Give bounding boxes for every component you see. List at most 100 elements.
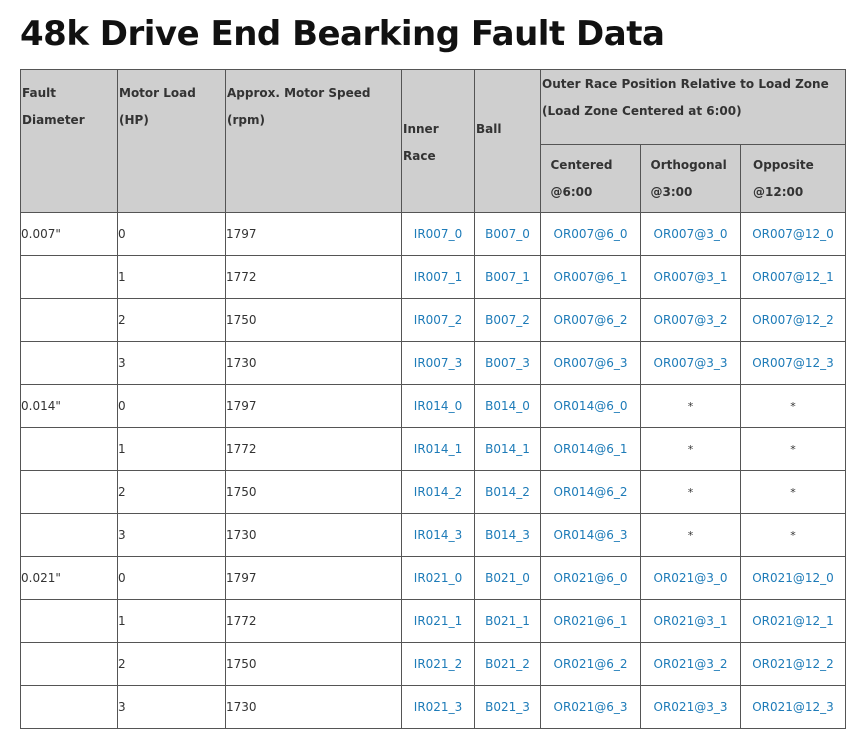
outer-race-orthogonal-link[interactable]: OR021@3_2 — [640, 642, 741, 686]
motor-load-cell: 2 — [117, 470, 226, 514]
header-centered-label: Centered @6:00 — [550, 157, 613, 199]
table-row: 3 1730 IR007_3 B007_3 OR007@6_3 OR007@3_… — [20, 341, 847, 385]
table-row: 0.007" 0 1797 IR007_0 B007_0 OR007@6_0 O… — [20, 212, 847, 256]
inner-race-link[interactable]: IR021_3 — [401, 685, 475, 729]
ball-link[interactable]: B014_1 — [474, 427, 541, 471]
motor-speed-cell: 1750 — [225, 642, 402, 686]
inner-race-link[interactable]: IR007_1 — [401, 255, 475, 299]
outer-race-centered-link[interactable]: OR007@6_2 — [540, 298, 641, 342]
motor-load-cell: 1 — [117, 255, 226, 299]
outer-race-opposite-unavailable: * — [739, 470, 847, 514]
table-row: 3 1730 IR021_3 B021_3 OR021@6_3 OR021@3_… — [20, 685, 847, 729]
fault-diameter-cell — [20, 599, 118, 643]
outer-race-orthogonal-unavailable: * — [640, 427, 741, 471]
ball-link[interactable]: B007_2 — [474, 298, 541, 342]
ball-link[interactable]: B014_2 — [474, 470, 541, 514]
outer-race-orthogonal-link[interactable]: OR007@3_1 — [640, 255, 741, 299]
motor-speed-cell: 1797 — [225, 384, 402, 428]
outer-race-centered-link[interactable]: OR007@6_3 — [540, 341, 641, 385]
motor-load-cell: 2 — [117, 298, 226, 342]
header-ball-label: Ball — [476, 122, 502, 136]
fault-diameter-cell: 0.007" — [20, 212, 118, 256]
motor-speed-cell: 1750 — [225, 298, 402, 342]
inner-race-link[interactable]: IR021_2 — [401, 642, 475, 686]
outer-race-centered-link[interactable]: OR021@6_0 — [540, 556, 641, 600]
header-outer-race-group-label: Outer Race Position Relative to Load Zon… — [542, 77, 829, 118]
fault-diameter-cell — [20, 642, 118, 686]
motor-speed-cell: 1772 — [225, 599, 402, 643]
outer-race-opposite-link[interactable]: OR021@12_0 — [739, 556, 847, 600]
outer-race-orthogonal-link[interactable]: OR021@3_1 — [640, 599, 741, 643]
table-row: 2 1750 IR021_2 B021_2 OR021@6_2 OR021@3_… — [20, 642, 847, 686]
outer-race-orthogonal-link[interactable]: OR007@3_3 — [640, 341, 741, 385]
ball-link[interactable]: B007_1 — [474, 255, 541, 299]
ball-link[interactable]: B014_0 — [474, 384, 541, 428]
ball-link[interactable]: B021_2 — [474, 642, 541, 686]
outer-race-centered-link[interactable]: OR014@6_0 — [540, 384, 641, 428]
inner-race-link[interactable]: IR021_1 — [401, 599, 475, 643]
outer-race-centered-link[interactable]: OR014@6_2 — [540, 470, 641, 514]
inner-race-link[interactable]: IR021_0 — [401, 556, 475, 600]
header-inner-race: Inner Race — [401, 69, 475, 213]
outer-race-centered-link[interactable]: OR021@6_3 — [540, 685, 641, 729]
header-opposite-label: Opposite @12:00 — [753, 157, 814, 199]
table-row: 0.021" 0 1797 IR021_0 B021_0 OR021@6_0 O… — [20, 556, 847, 600]
ball-link[interactable]: B021_3 — [474, 685, 541, 729]
header-row: Fault Diameter Motor Load (HP) Approx. M… — [20, 69, 847, 213]
header-motor-speed: Approx. Motor Speed (rpm) — [225, 69, 402, 213]
outer-race-opposite-unavailable: * — [739, 384, 847, 428]
outer-race-orthogonal-unavailable: * — [640, 470, 741, 514]
table-row: 3 1730 IR014_3 B014_3 OR014@6_3 * * — [20, 513, 847, 557]
ball-link[interactable]: B021_1 — [474, 599, 541, 643]
fault-diameter-cell — [20, 341, 118, 385]
header-ball: Ball — [474, 69, 541, 213]
motor-speed-cell: 1797 — [225, 556, 402, 600]
fault-diameter-cell: 0.014" — [20, 384, 118, 428]
outer-race-opposite-unavailable: * — [739, 427, 847, 471]
inner-race-link[interactable]: IR007_2 — [401, 298, 475, 342]
outer-race-orthogonal-unavailable: * — [640, 384, 741, 428]
inner-race-link[interactable]: IR014_1 — [401, 427, 475, 471]
header-fault-diameter-label: Fault Diameter — [22, 86, 85, 127]
motor-speed-cell: 1797 — [225, 212, 402, 256]
outer-race-opposite-link[interactable]: OR021@12_1 — [739, 599, 847, 643]
outer-race-orthogonal-link[interactable]: OR021@3_3 — [640, 685, 741, 729]
outer-race-orthogonal-link[interactable]: OR007@3_0 — [640, 212, 741, 256]
ball-link[interactable]: B014_3 — [474, 513, 541, 557]
table-row: 2 1750 IR014_2 B014_2 OR014@6_2 * * — [20, 470, 847, 514]
outer-race-orthogonal-link[interactable]: OR021@3_0 — [640, 556, 741, 600]
motor-load-cell: 0 — [117, 556, 226, 600]
table-row: 0.014" 0 1797 IR014_0 B014_0 OR014@6_0 *… — [20, 384, 847, 428]
outer-race-centered-link[interactable]: OR014@6_3 — [540, 513, 641, 557]
outer-race-opposite-unavailable: * — [739, 513, 847, 557]
ball-link[interactable]: B021_0 — [474, 556, 541, 600]
motor-load-cell: 3 — [117, 341, 226, 385]
outer-race-opposite-link[interactable]: OR007@12_1 — [739, 255, 847, 299]
inner-race-link[interactable]: IR014_0 — [401, 384, 475, 428]
outer-race-centered-link[interactable]: OR021@6_1 — [540, 599, 641, 643]
outer-race-orthogonal-link[interactable]: OR007@3_2 — [640, 298, 741, 342]
outer-race-opposite-link[interactable]: OR007@12_3 — [739, 341, 847, 385]
table-row: 2 1750 IR007_2 B007_2 OR007@6_2 OR007@3_… — [20, 298, 847, 342]
outer-race-opposite-link[interactable]: OR021@12_2 — [739, 642, 847, 686]
outer-race-centered-link[interactable]: OR014@6_1 — [540, 427, 641, 471]
outer-race-centered-link[interactable]: OR007@6_1 — [540, 255, 641, 299]
table-body: 0.007" 0 1797 IR007_0 B007_0 OR007@6_0 O… — [20, 212, 847, 729]
ball-link[interactable]: B007_3 — [474, 341, 541, 385]
ball-link[interactable]: B007_0 — [474, 212, 541, 256]
outer-race-opposite-link[interactable]: OR007@12_2 — [739, 298, 847, 342]
motor-load-cell: 0 — [117, 384, 226, 428]
header-fault-diameter: Fault Diameter — [20, 69, 118, 213]
motor-load-cell: 2 — [117, 642, 226, 686]
outer-race-centered-link[interactable]: OR007@6_0 — [540, 212, 641, 256]
outer-race-centered-link[interactable]: OR021@6_2 — [540, 642, 641, 686]
inner-race-link[interactable]: IR007_3 — [401, 341, 475, 385]
outer-race-opposite-link[interactable]: OR021@12_3 — [739, 685, 847, 729]
outer-race-orthogonal-unavailable: * — [640, 513, 741, 557]
inner-race-link[interactable]: IR014_2 — [401, 470, 475, 514]
outer-race-opposite-link[interactable]: OR007@12_0 — [739, 212, 847, 256]
fault-data-table: Fault Diameter Motor Load (HP) Approx. M… — [20, 69, 847, 729]
inner-race-link[interactable]: IR007_0 — [401, 212, 475, 256]
header-opposite: Opposite @12:00 — [739, 144, 847, 213]
inner-race-link[interactable]: IR014_3 — [401, 513, 475, 557]
